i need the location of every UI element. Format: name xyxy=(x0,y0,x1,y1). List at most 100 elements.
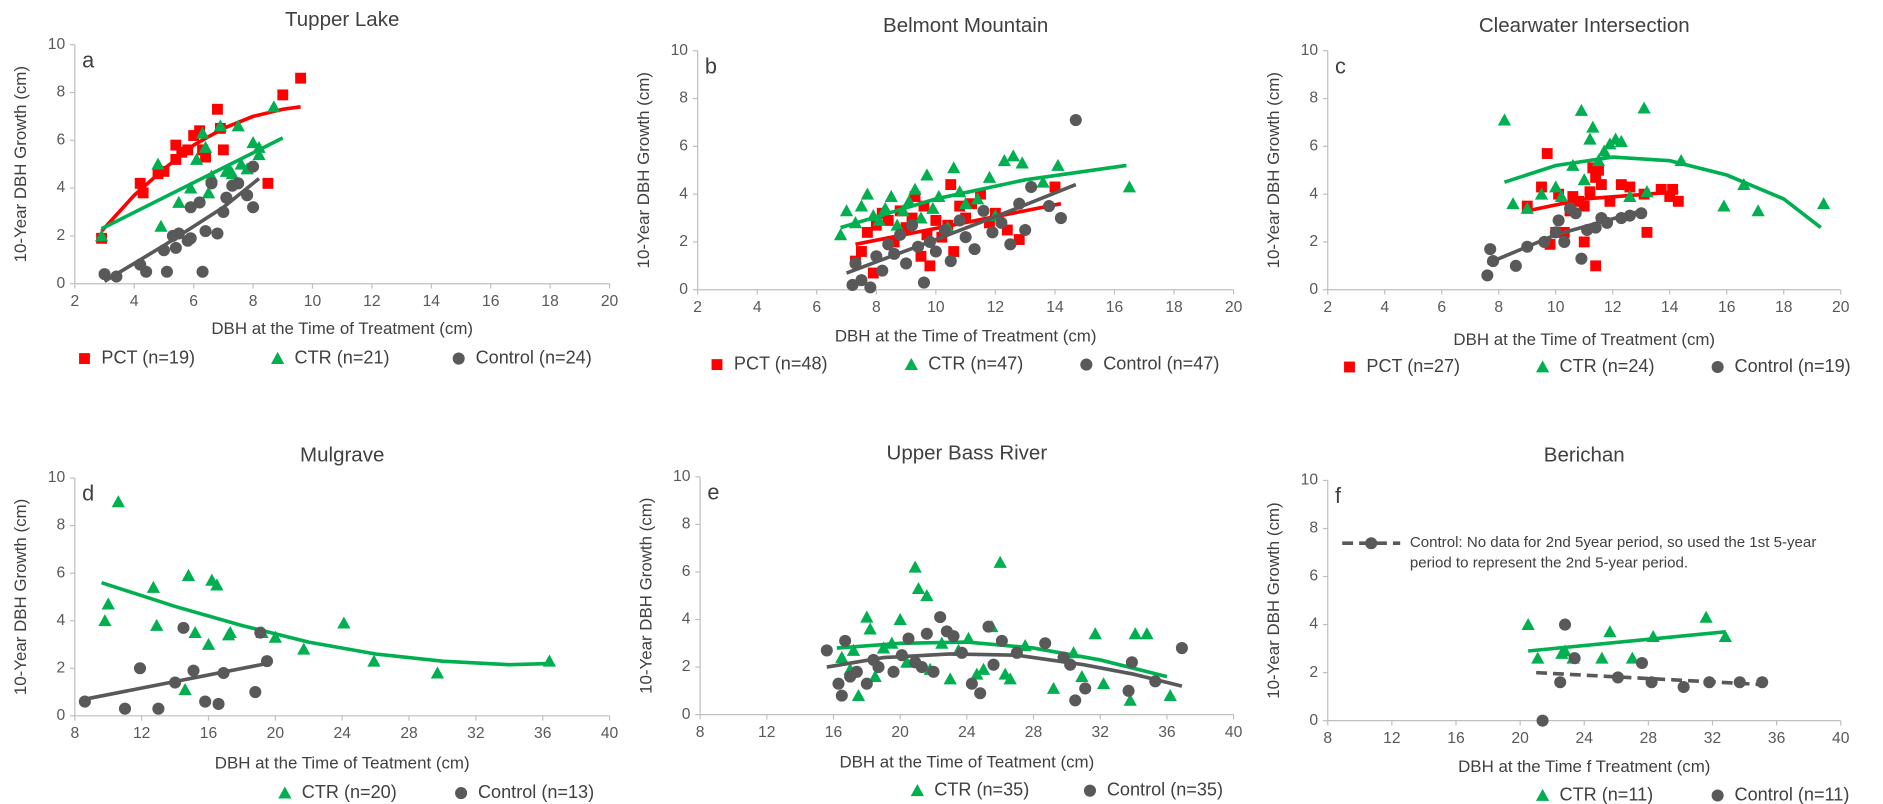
data-point xyxy=(849,257,862,270)
data-point xyxy=(118,702,132,715)
panel-label: b xyxy=(705,53,717,78)
legend-marker xyxy=(452,352,465,365)
data-point xyxy=(98,268,111,281)
y-tick-label: 8 xyxy=(682,516,691,533)
data-point xyxy=(193,196,206,209)
x-tick-label: 16 xyxy=(825,724,843,741)
data-point xyxy=(900,222,912,234)
y-tick-label: 8 xyxy=(1309,90,1318,107)
data-point xyxy=(297,642,311,655)
x-tick-label: 40 xyxy=(601,725,619,742)
data-point xyxy=(911,581,926,595)
x-tick-label: 18 xyxy=(541,293,559,310)
data-point xyxy=(867,267,879,279)
data-point xyxy=(188,130,200,141)
data-point xyxy=(1674,154,1688,167)
data-point xyxy=(895,649,908,662)
data-point xyxy=(1703,676,1716,689)
data-point xyxy=(846,278,859,291)
data-point xyxy=(902,194,916,207)
data-point xyxy=(195,126,210,139)
data-point xyxy=(177,621,190,634)
data-point xyxy=(835,689,848,702)
data-point xyxy=(1554,189,1569,202)
data-point xyxy=(1018,639,1032,652)
data-point xyxy=(1667,183,1679,195)
x-tick-label: 24 xyxy=(333,725,351,742)
data-point xyxy=(367,654,381,667)
data-point xyxy=(909,191,921,202)
x-tick-label: 12 xyxy=(133,725,150,742)
data-point xyxy=(876,641,891,654)
x-tick-label: 12 xyxy=(987,299,1004,316)
data-point xyxy=(252,140,266,153)
data-point xyxy=(1623,189,1637,202)
x-tick-label: 12 xyxy=(1604,299,1621,316)
legend-label: Control (n=47) xyxy=(1103,353,1219,373)
data-point xyxy=(246,136,260,149)
y-tick-label: 0 xyxy=(682,706,691,723)
x-tick-label: 32 xyxy=(1704,730,1721,747)
x-tick-label: 8 xyxy=(70,725,79,742)
data-point xyxy=(1603,625,1617,638)
x-tick-label: 36 xyxy=(534,725,552,742)
y-tick-label: 6 xyxy=(1309,137,1318,154)
data-point xyxy=(182,144,194,156)
y-axis-label: 10-Year DBH Growth (cm) xyxy=(1264,502,1283,698)
data-point xyxy=(211,227,224,240)
data-point xyxy=(900,257,913,270)
data-point xyxy=(252,148,266,161)
y-tick-label: 0 xyxy=(1309,281,1318,298)
x-tick-label: 4 xyxy=(130,293,139,310)
data-point xyxy=(232,177,245,190)
x-tick-label: 40 xyxy=(1832,730,1850,747)
x-tick-label: 16 xyxy=(482,293,500,310)
legend-label: CTR (n=47) xyxy=(928,353,1023,373)
panel-label: c xyxy=(1335,53,1346,78)
x-tick-label: 8 xyxy=(1323,730,1332,747)
data-point xyxy=(861,226,873,238)
data-point xyxy=(1574,103,1589,116)
data-point xyxy=(938,223,951,237)
x-tick-label: 10 xyxy=(927,299,945,316)
y-tick-label: 2 xyxy=(1309,664,1318,681)
data-point xyxy=(1004,238,1017,251)
data-point xyxy=(947,161,961,174)
legend-label: PCT (n=48) xyxy=(734,353,828,373)
x-axis-label: DBH at the Time f Treatment (cm) xyxy=(1458,757,1710,776)
x-tick-label: 20 xyxy=(1511,730,1529,747)
data-point xyxy=(1558,235,1571,248)
y-tick-label: 4 xyxy=(682,611,691,628)
y-tick-label: 10 xyxy=(48,469,66,486)
x-tick-label: 6 xyxy=(812,299,821,316)
data-point xyxy=(1069,694,1082,707)
x-tick-label: 20 xyxy=(1832,299,1850,316)
data-point xyxy=(860,187,875,200)
legend-label: Control (n=11) xyxy=(1735,784,1850,804)
data-point xyxy=(1655,183,1667,195)
annotation: Control: No data for 2nd 5year period, s… xyxy=(1410,534,1817,551)
data-point xyxy=(888,247,901,260)
data-point xyxy=(1039,637,1052,650)
data-point xyxy=(194,125,206,137)
legend-marker xyxy=(1083,784,1097,797)
y-tick-label: 8 xyxy=(679,90,688,107)
data-point xyxy=(1584,186,1596,198)
data-point xyxy=(1006,149,1020,162)
data-point xyxy=(1737,177,1751,191)
data-point xyxy=(210,578,224,591)
trend-line xyxy=(1527,629,1726,653)
data-point xyxy=(851,688,866,702)
data-point xyxy=(982,170,997,183)
data-point xyxy=(923,235,936,248)
y-tick-label: 6 xyxy=(679,137,688,154)
data-point xyxy=(1036,175,1050,188)
y-tick-label: 2 xyxy=(1309,233,1318,250)
data-point xyxy=(908,182,922,195)
legend-label: Control (n=24) xyxy=(476,347,592,367)
data-point xyxy=(918,200,930,212)
y-tick-label: 6 xyxy=(682,563,691,580)
data-point xyxy=(1013,197,1026,210)
data-point xyxy=(1664,191,1676,202)
data-point xyxy=(134,177,146,189)
